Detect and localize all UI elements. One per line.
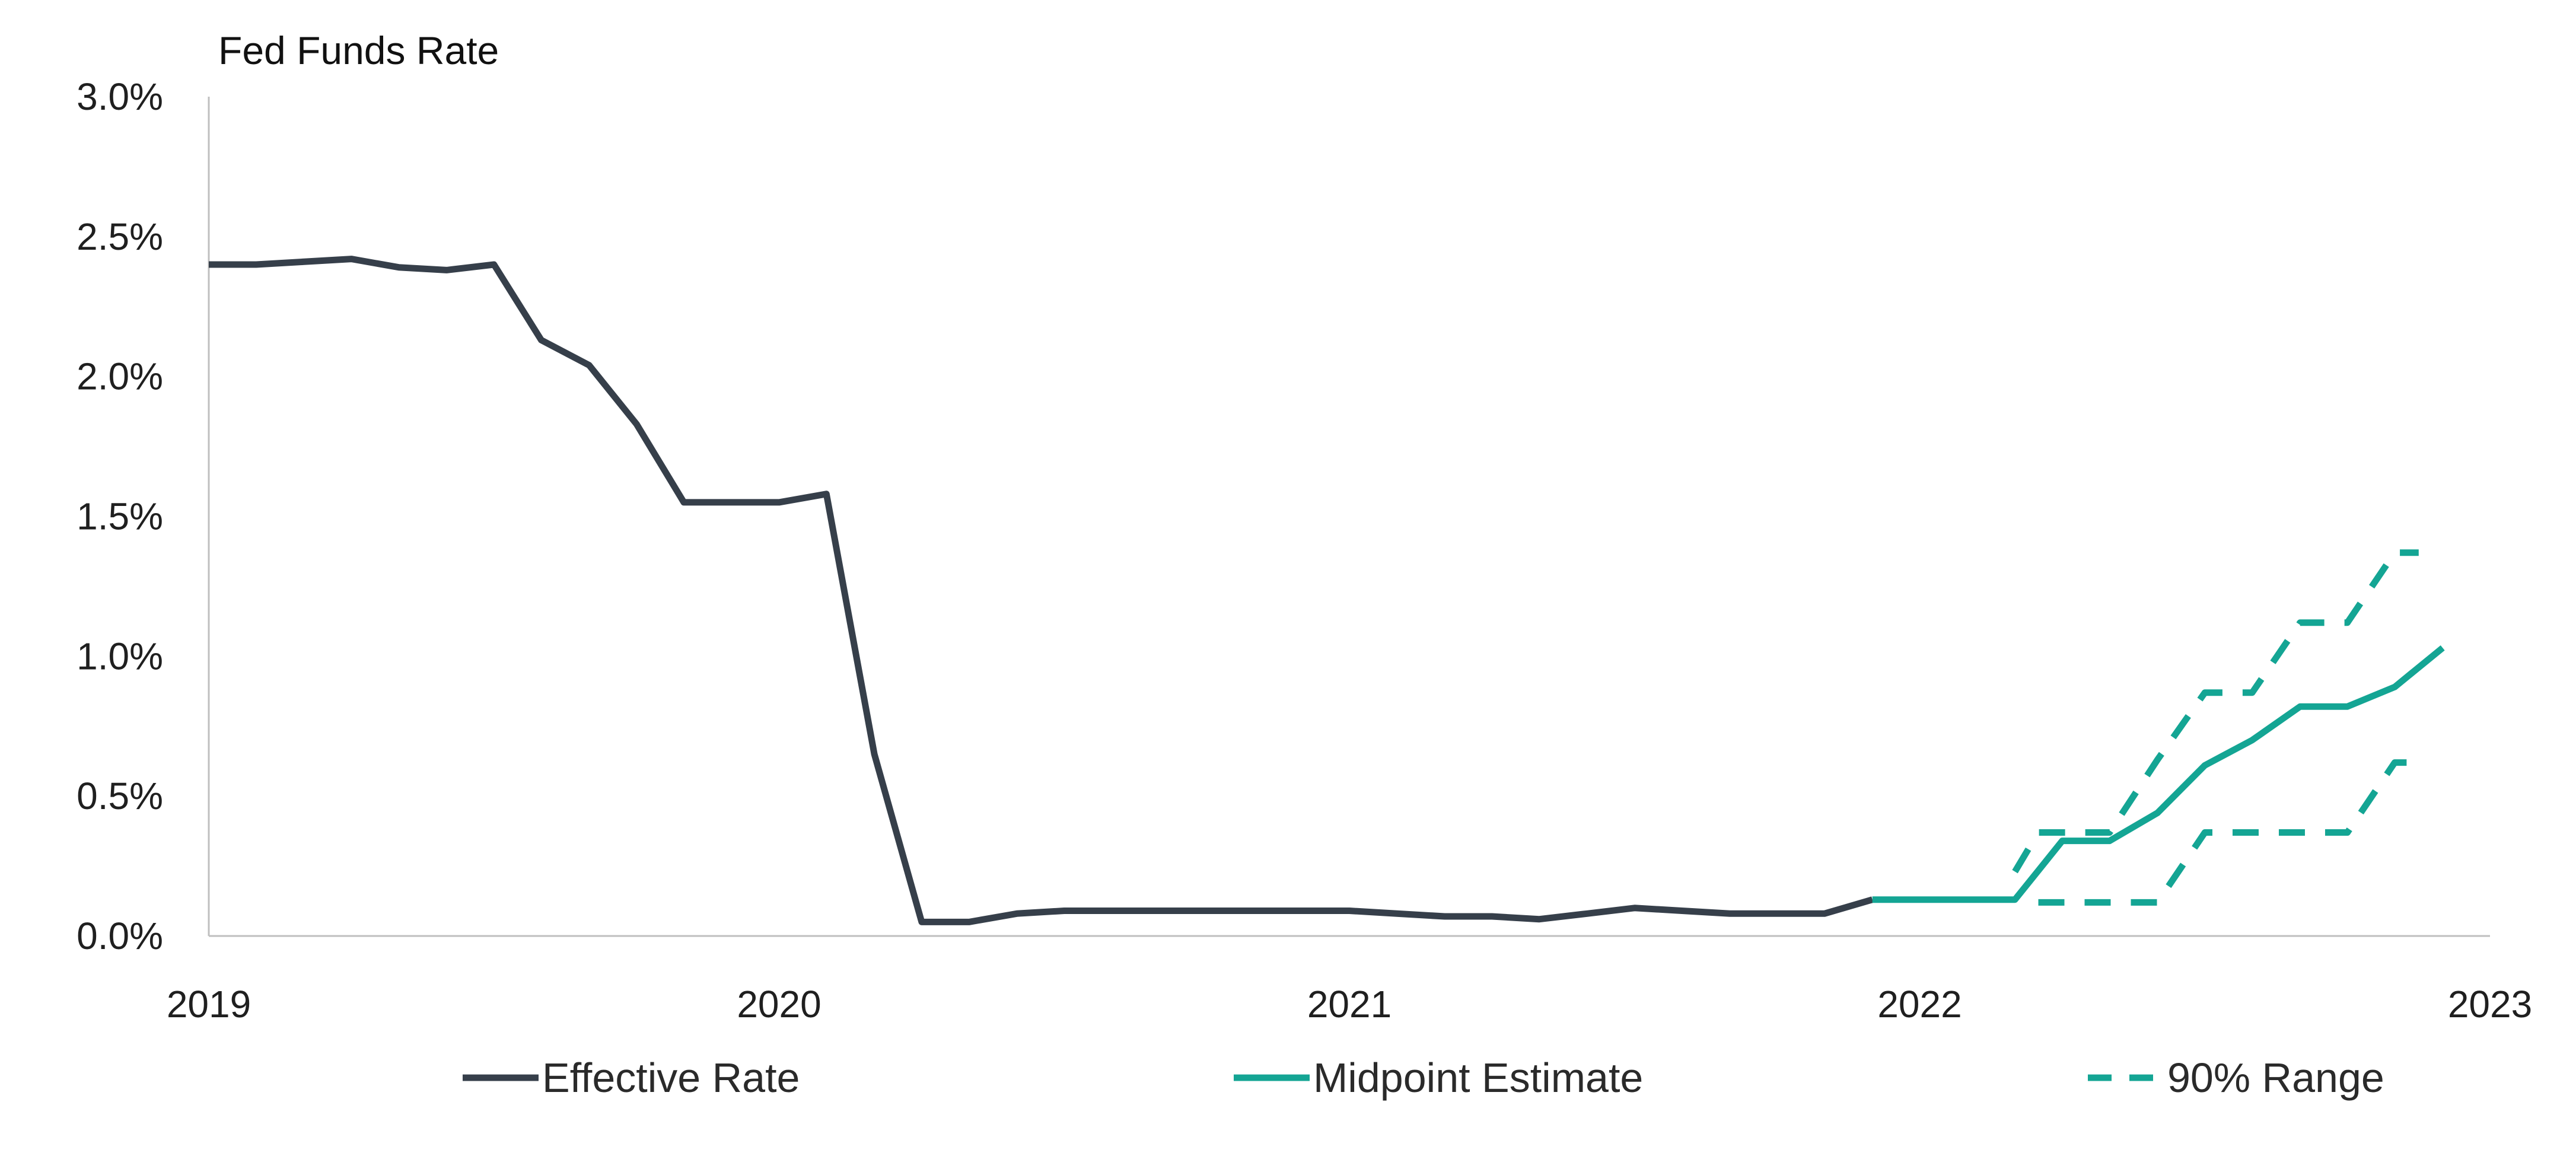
midpoint-estimate-line [1872,645,2445,903]
effective-rate-line [209,256,1874,925]
legend-label-effective-rate: Effective Rate [542,1055,800,1101]
legend: Effective Rate Midpoint Estimate 90% Range [463,1055,2384,1101]
x-tick-label: 2021 [1307,983,1392,1026]
x-tick-label: 2019 [167,983,251,1026]
axes [208,97,2490,937]
x-tick-labels: 2019 2020 2021 2022 2023 [167,983,2532,1026]
90-range-line-lower [2038,759,2419,906]
legend-label-midpoint-estimate: Midpoint Estimate [1313,1055,1643,1101]
y-tick-label: 1.5% [77,495,163,538]
y-tick-label: 2.0% [77,355,163,398]
y-tick-label: 3.0% [77,75,163,118]
y-tick-label: 0.5% [77,775,163,817]
series-layer [209,256,2445,925]
x-tick-label: 2022 [1877,983,1962,1026]
90-range-line-upper [2012,549,2419,874]
y-tick-label: 0.0% [77,915,163,957]
x-tick-label: 2020 [737,983,821,1026]
legend-label-90-range: 90% Range [2167,1055,2384,1101]
y-tick-label: 2.5% [77,215,163,258]
y-tick-labels: 0.0% 0.5% 1.0% 1.5% 2.0% 2.5% 3.0% [77,75,163,957]
x-tick-label: 2023 [2448,983,2532,1026]
y-tick-label: 1.0% [77,635,163,677]
chart-title: Fed Funds Rate [218,28,499,72]
